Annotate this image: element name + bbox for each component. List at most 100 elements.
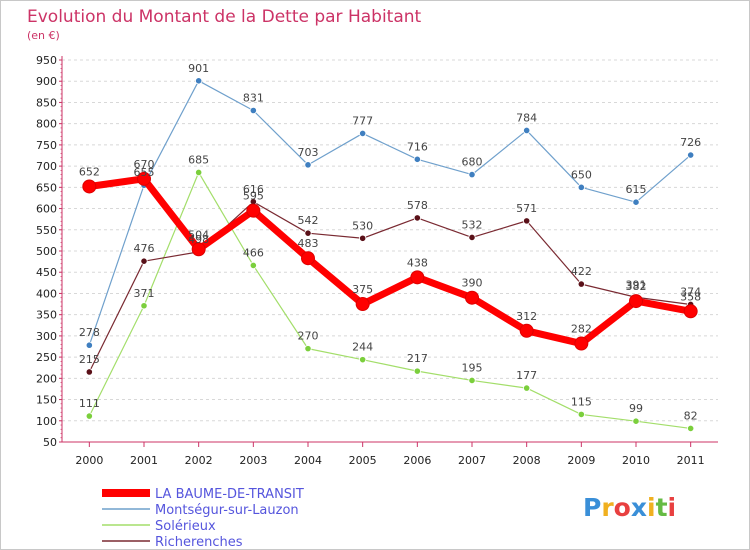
data-label: 652: [79, 165, 100, 178]
series-2: [85, 198, 695, 376]
y-tick-label: 900: [36, 75, 57, 88]
data-label: 595: [243, 190, 264, 203]
data-point: [301, 251, 315, 266]
data-label: 476: [134, 242, 155, 255]
y-tick-label: 350: [36, 309, 57, 322]
data-label: 312: [516, 310, 537, 323]
y-tick-label: 950: [36, 54, 57, 67]
data-point: [140, 257, 148, 265]
data-label: 498: [188, 233, 209, 246]
data-point: [82, 179, 97, 194]
logo-letter: i: [647, 493, 656, 522]
data-point: [687, 424, 695, 433]
data-point: [85, 368, 93, 376]
data-point: [413, 214, 421, 222]
data-label: 282: [571, 323, 592, 336]
y-tick-label: 500: [36, 245, 57, 258]
data-label: 382: [626, 280, 647, 293]
data-point: [191, 242, 206, 257]
data-point: [413, 155, 421, 163]
data-label: 901: [188, 62, 209, 75]
x-tick-label: 2010: [622, 454, 650, 467]
data-point: [355, 297, 370, 312]
data-label: 578: [407, 199, 428, 212]
data-label: 244: [352, 341, 373, 354]
data-label: 422: [571, 265, 592, 278]
x-tick-label: 2005: [349, 454, 377, 467]
data-point: [249, 261, 257, 270]
data-label: 703: [298, 146, 319, 159]
x-tick-label: 2003: [239, 454, 267, 467]
x-tick-label: 2004: [294, 454, 322, 467]
data-label: 270: [298, 330, 319, 343]
data-point: [577, 183, 585, 191]
data-point: [85, 412, 93, 420]
y-tick-label: 400: [36, 287, 57, 300]
data-label: 716: [407, 140, 428, 153]
data-point: [249, 106, 257, 115]
data-label: 438: [407, 256, 428, 269]
data-point: [359, 129, 367, 138]
series-line: [88, 171, 692, 430]
data-point: [629, 294, 643, 309]
data-point: [304, 345, 312, 353]
data-point: [140, 302, 148, 310]
data-label: 685: [188, 153, 209, 166]
data-label: 483: [298, 237, 319, 250]
legend: LA BAUME-DE-TRANSITMontségur-sur-LauzonS…: [102, 487, 304, 550]
data-point: [304, 161, 312, 169]
logo-letter: P: [583, 493, 601, 522]
axes: 50 100 150 200 250 300 350 400 450 500 550 600 650 70…: [36, 54, 718, 467]
data-point: [465, 290, 479, 305]
data-label: 111: [79, 397, 100, 410]
x-tick-label: 2011: [677, 454, 705, 467]
data-point: [85, 341, 93, 349]
legend-label: LA BAUME-DE-TRANSIT: [155, 487, 304, 502]
y-tick-label: 700: [36, 160, 57, 173]
data-point: [632, 198, 640, 206]
x-tick-label: 2008: [513, 454, 541, 467]
y-tick-label: 650: [36, 181, 57, 194]
logo-letter: o: [614, 493, 631, 522]
data-point: [523, 126, 531, 135]
data-label: 99: [629, 402, 643, 415]
data-label: 504: [188, 228, 209, 241]
x-tick-label: 2002: [185, 454, 213, 467]
y-tick-label: 600: [36, 203, 57, 216]
x-tick-label: 2006: [403, 454, 431, 467]
logo-letter: t: [656, 493, 668, 522]
data-point: [246, 203, 261, 218]
data-label: 375: [352, 283, 373, 296]
y-tick-label: 450: [36, 266, 57, 279]
data-point: [577, 410, 585, 419]
data-point: [304, 229, 312, 237]
data-label: 371: [134, 287, 155, 300]
data-label: 391: [626, 278, 647, 291]
data-point: [683, 304, 698, 319]
legend-label: Montségur-sur-Lauzon: [155, 503, 299, 518]
data-point: [413, 367, 421, 375]
data-point: [574, 336, 589, 351]
series-3: [82, 171, 698, 351]
proxiti-logo: Proxiti: [583, 493, 676, 522]
data-label: 655: [134, 166, 155, 179]
x-tick-label: 2009: [567, 454, 595, 467]
data-point: [195, 168, 203, 177]
data-label: 530: [352, 219, 373, 232]
data-point: [359, 234, 367, 242]
data-point: [577, 280, 585, 288]
data-label: 542: [298, 214, 319, 227]
logo-letter: i: [668, 493, 677, 522]
data-label: 726: [680, 136, 701, 149]
y-tick-label: 800: [36, 118, 57, 131]
data-label: 680: [462, 156, 483, 169]
data-label: 615: [626, 183, 647, 196]
logo-letter: r: [601, 493, 614, 522]
data-point: [632, 417, 640, 425]
y-tick-label: 750: [36, 139, 57, 152]
data-label: 784: [516, 111, 537, 124]
data-point: [468, 233, 476, 242]
data-label: 215: [79, 353, 100, 366]
series-layer: [82, 77, 698, 433]
data-label: 670: [134, 158, 155, 171]
